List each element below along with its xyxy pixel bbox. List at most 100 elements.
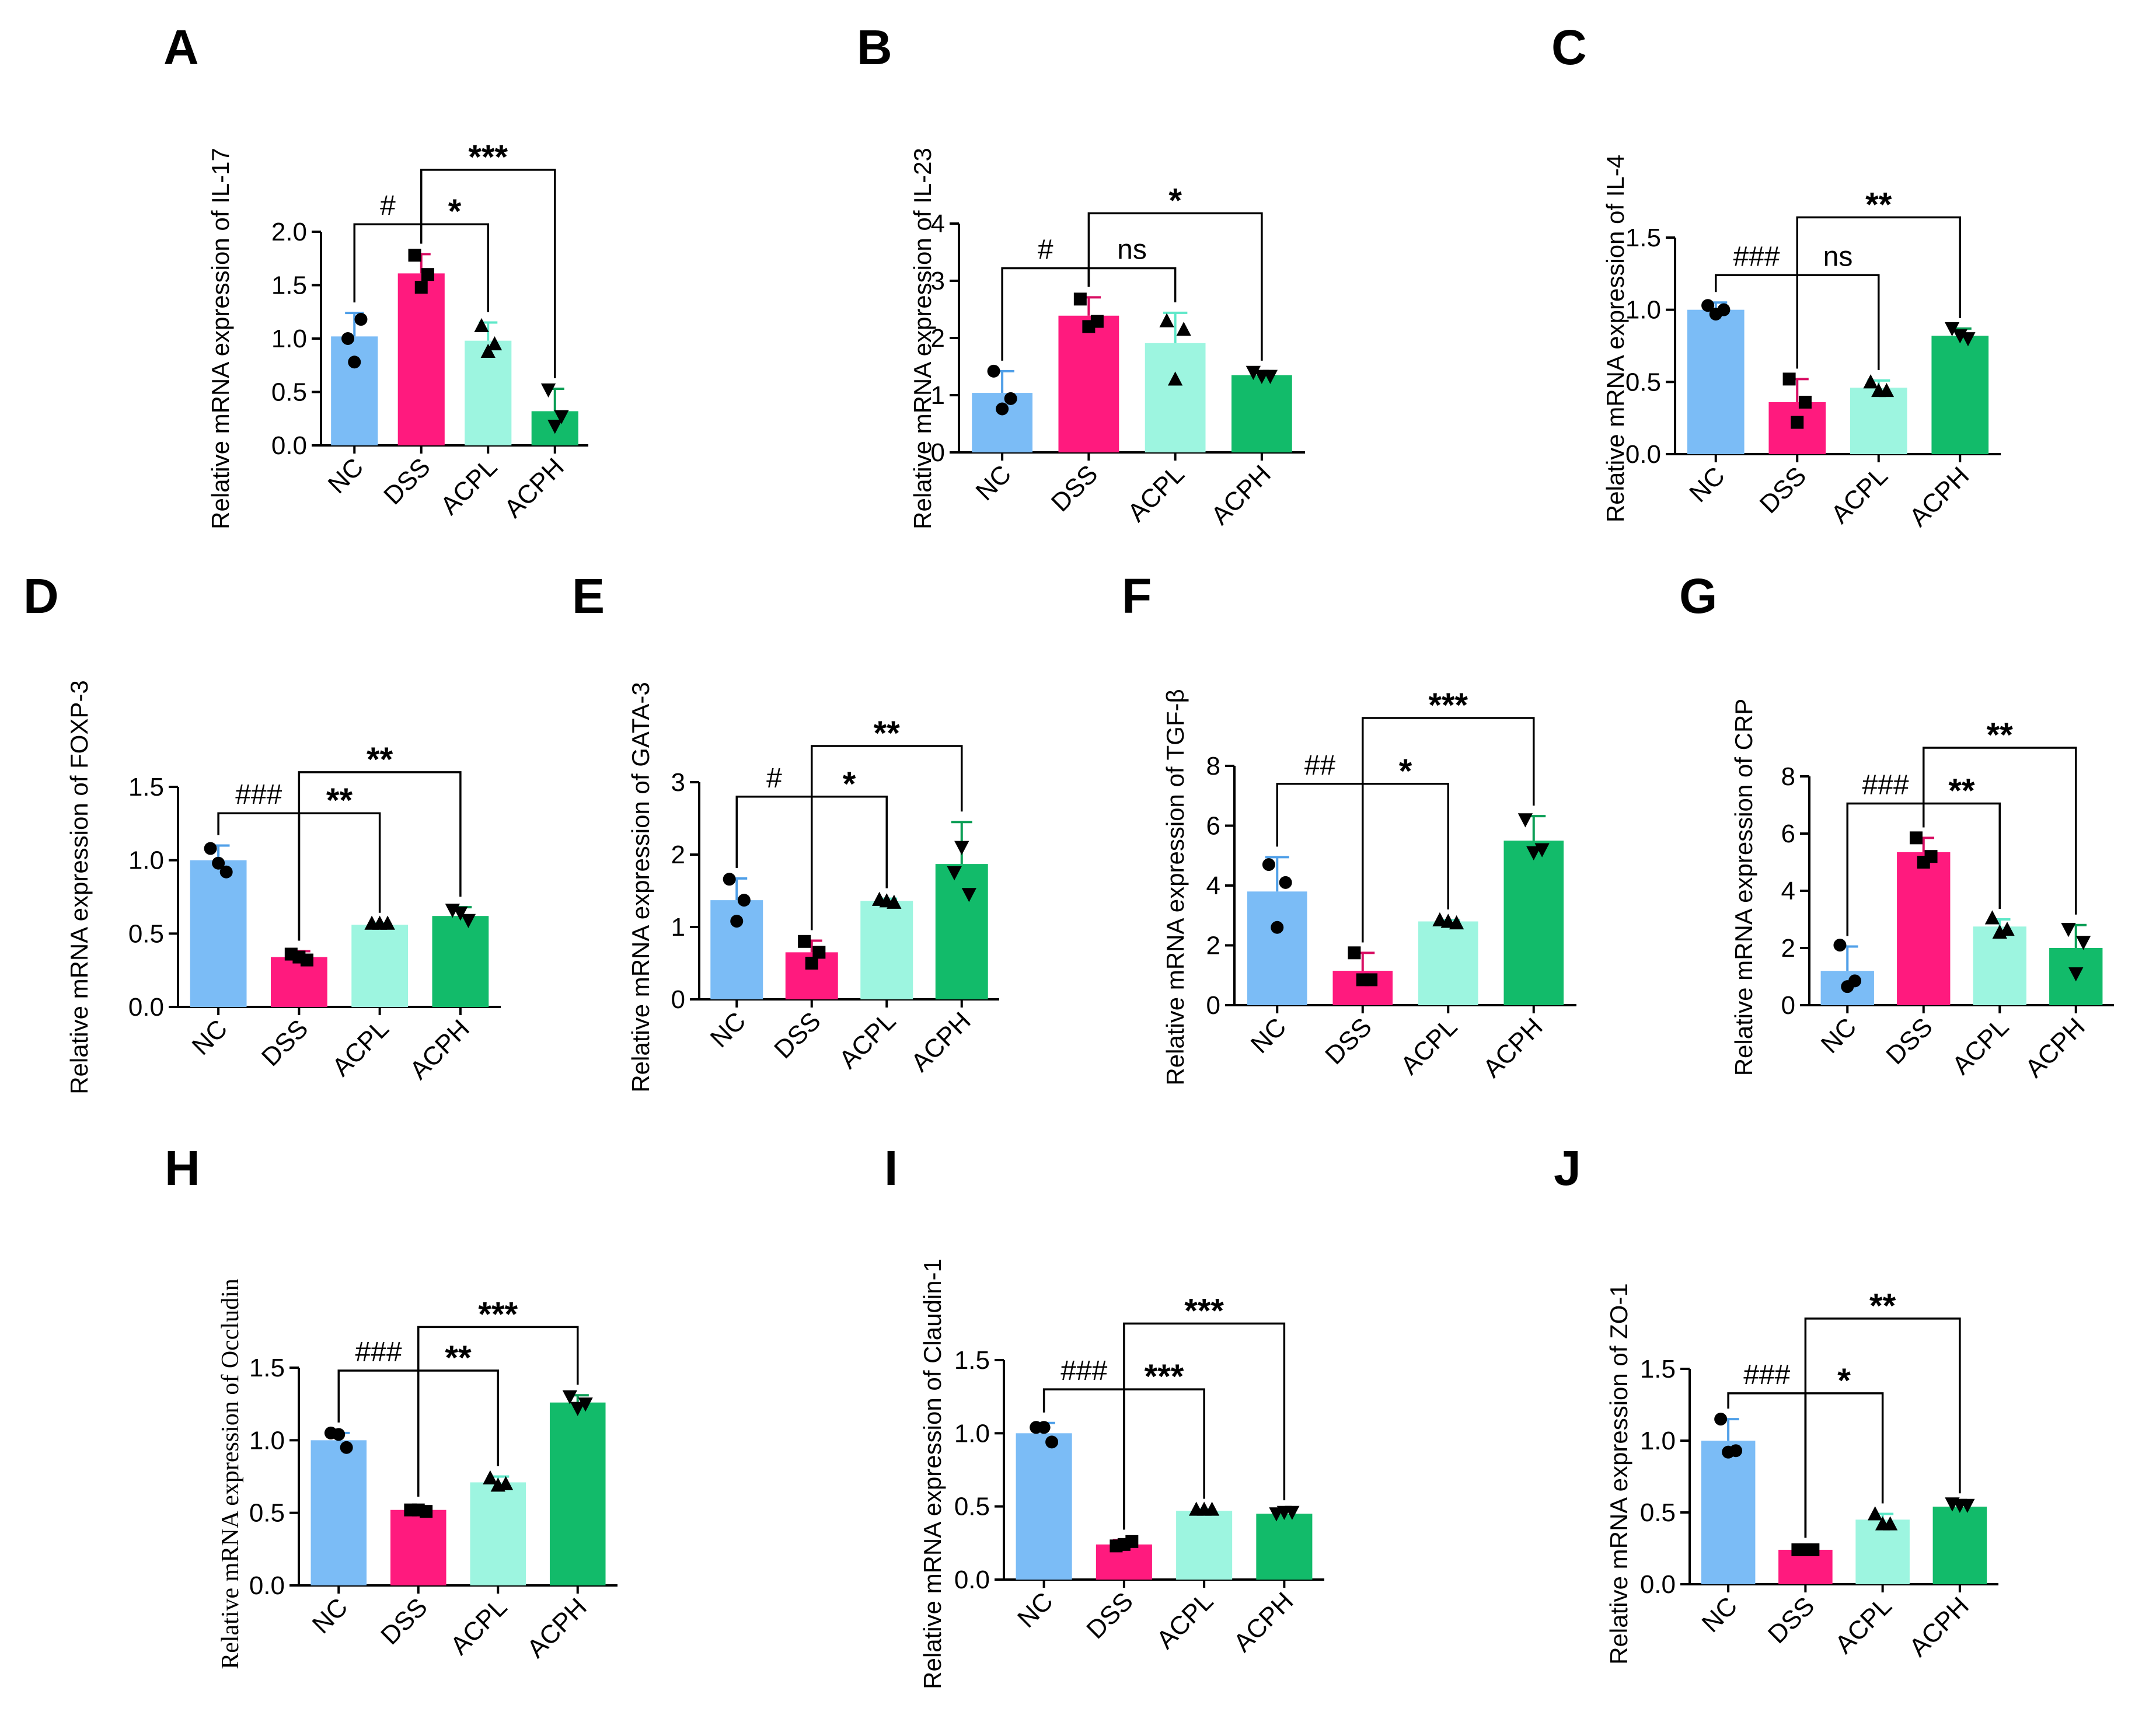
significance-bracket-d	[298, 812, 381, 941]
data-point-d-acph	[460, 914, 476, 928]
category-label-g-dss: DSS	[1881, 1012, 1938, 1070]
data-point-e-nc	[723, 873, 736, 886]
significance-label-f: *	[1399, 752, 1412, 790]
data-point-h-acpl	[498, 1476, 514, 1490]
data-point-c-nc	[1701, 299, 1715, 312]
bar-c-nc	[1687, 309, 1745, 454]
y-tick-label-a: 0.0	[271, 431, 307, 460]
data-point-c-acph	[1944, 322, 1960, 337]
y-tick-label-j: 1.0	[1640, 1427, 1676, 1455]
data-point-f-acph	[1517, 813, 1533, 828]
category-label-h-acph: ACPH	[522, 1592, 592, 1663]
y-tick-label-c: 1.0	[1625, 296, 1661, 325]
category-label-a-dss: DSS	[378, 452, 436, 510]
category-label-a-acpl: ACPL	[435, 452, 503, 520]
y-tick-label-g: 2	[1781, 934, 1795, 963]
y-tick-label-c: 0.5	[1625, 368, 1661, 396]
y-tick-label-a: 0.5	[271, 378, 307, 407]
y-tick-label-j: 1.5	[1640, 1355, 1676, 1383]
significance-label-d: ###	[235, 779, 282, 810]
data-point-j-dss	[1806, 1543, 1820, 1556]
panel-c: C Relative mRNA expression of IL-40.0 0.5 1…	[1551, 20, 2001, 532]
y-tick-label-b: 2	[931, 324, 945, 353]
category-label-f-nc: NC	[1246, 1012, 1292, 1059]
category-label-e-acph: ACPH	[906, 1006, 976, 1077]
bar-f-acpl	[1418, 921, 1478, 1005]
panel-e: E Relative mRNA expression of GATA-3 0 1 2 3 N…	[572, 569, 999, 1093]
significance-label-c: ###	[1733, 241, 1780, 272]
category-label-e-acpl: ACPL	[833, 1006, 901, 1074]
data-point-g-acpl	[2000, 921, 2015, 936]
y-tick-label-i: 0.0	[954, 1566, 990, 1594]
data-point-f-dss	[1365, 973, 1378, 987]
y-tick-label-g: 6	[1781, 820, 1795, 848]
y-tick-label-h: 0.0	[249, 1571, 285, 1600]
significance-bracket-j	[1804, 1317, 1961, 1538]
y-tick-label-i: 1.5	[954, 1346, 990, 1375]
category-label-d-acph: ACPH	[404, 1014, 475, 1085]
data-point-f-acph	[1534, 843, 1550, 858]
data-point-c-dss	[1798, 395, 1812, 409]
significance-label-j: ###	[1743, 1360, 1790, 1390]
significance-label-c: **	[1865, 186, 1892, 224]
significance-bracket-e	[811, 745, 963, 930]
category-label-h-dss: DSS	[375, 1592, 433, 1650]
y-tick-label-h: 1.0	[249, 1426, 285, 1455]
significance-label-h: ###	[355, 1337, 402, 1368]
bar-i-nc	[1016, 1433, 1072, 1580]
data-point-e-acph	[954, 841, 969, 855]
significance-label-a: *	[448, 193, 462, 231]
data-point-d-acpl	[380, 915, 395, 930]
data-point-f-nc	[1279, 876, 1292, 889]
y-tick-label-i: 1.0	[954, 1419, 990, 1448]
bar-j-acpl	[1855, 1519, 1910, 1584]
significance-label-a: #	[380, 190, 396, 221]
category-label-b-acpl: ACPL	[1122, 459, 1190, 527]
category-label-a-nc: NC	[323, 452, 369, 499]
y-tick-label-f: 4	[1206, 872, 1220, 900]
data-point-h-acph	[562, 1390, 578, 1404]
y-tick-label-f: 2	[1206, 932, 1220, 960]
data-point-a-nc	[354, 313, 368, 326]
bar-a-acpl	[465, 340, 512, 445]
data-point-g-dss	[1924, 850, 1938, 863]
data-point-c-dss	[1791, 416, 1804, 429]
ylabel-f: Relative mRNA expression of TGF-β	[1161, 689, 1189, 1085]
bar-d-nc	[190, 860, 247, 1007]
ylabel-i: Relative mRNA expression of Claudin-1	[919, 1259, 946, 1689]
data-point-e-nc	[737, 894, 751, 907]
y-tick-label-e: 3	[671, 768, 685, 797]
significance-label-j: **	[1869, 1287, 1896, 1325]
significance-label-f: ***	[1428, 686, 1468, 724]
data-point-c-acph	[1960, 332, 1976, 347]
category-label-g-nc: NC	[1816, 1012, 1862, 1059]
bar-e-acph	[935, 864, 988, 999]
data-point-g-acph	[2068, 967, 2084, 982]
category-label-d-acpl: ACPL	[327, 1014, 395, 1082]
data-point-h-acph	[570, 1402, 585, 1416]
significance-bracket-h	[417, 1369, 499, 1497]
data-point-d-nc	[219, 865, 233, 879]
data-point-a-acpl	[487, 336, 503, 351]
ylabel-a: Relative mRNA expression of IL-17	[207, 148, 234, 529]
panel-letter-b: B	[857, 20, 892, 75]
y-tick-label-a: 1.0	[271, 325, 307, 353]
data-point-h-nc	[332, 1428, 346, 1441]
data-point-c-acpl	[1879, 382, 1895, 398]
category-label-g-acph: ACPH	[2020, 1012, 2091, 1083]
category-label-h-acpl: ACPL	[445, 1592, 512, 1660]
data-point-j-acpl	[1882, 1516, 1898, 1531]
bar-i-acpl	[1176, 1511, 1233, 1580]
ylabel-d: Relative mRNA expression of FOXP-3	[65, 680, 93, 1094]
data-point-c-acpl	[1863, 374, 1878, 389]
data-point-h-nc	[340, 1441, 353, 1454]
significance-label-e: **	[874, 714, 901, 752]
category-label-f-dss: DSS	[1320, 1012, 1377, 1070]
panel-b: B Relative mRNA expression of IL-230 1 2 3 4 N…	[857, 20, 1305, 531]
panel-letter-h: H	[165, 1141, 200, 1195]
panel-letter-i: I	[884, 1141, 898, 1195]
bar-d-acpl	[351, 925, 409, 1007]
y-tick-label-b: 3	[931, 267, 945, 295]
y-tick-label-j: 0.0	[1640, 1570, 1676, 1599]
